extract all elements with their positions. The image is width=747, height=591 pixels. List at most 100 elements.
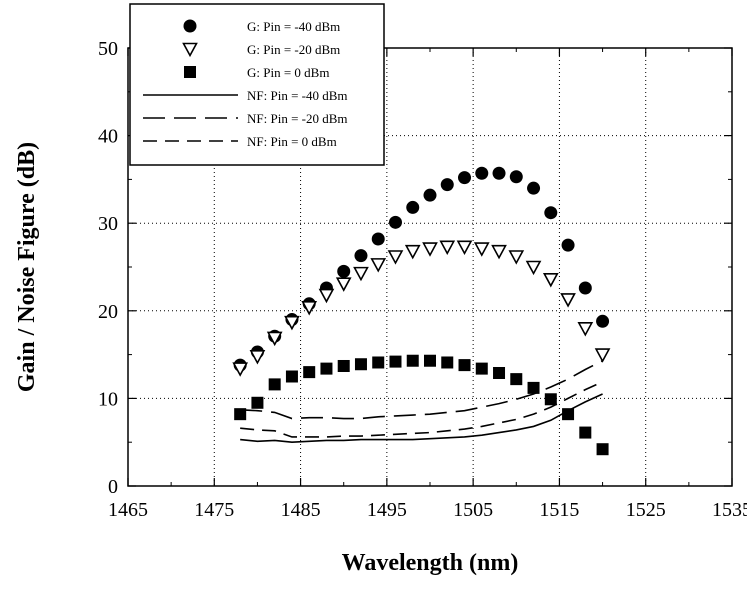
x-tick-label: 1515 [539, 499, 579, 521]
data-point [371, 232, 385, 246]
data-point [560, 293, 576, 308]
data-point [475, 166, 489, 180]
y-axis-title: Gain / Noise Figure (dB) [14, 142, 40, 392]
data-point [544, 393, 557, 406]
data-point [387, 250, 404, 265]
legend-label: G: Pin = -40 dBm [247, 19, 340, 34]
legend-item: NF: Pin = -40 dBm [143, 88, 348, 103]
data-point [320, 362, 333, 375]
x-tick-label: 1505 [453, 499, 493, 521]
x-axis-title: Wavelength (nm) [342, 550, 519, 576]
data-point [406, 354, 419, 367]
data-point [508, 250, 525, 265]
y-tick-label: 0 [108, 476, 118, 498]
y-tick-label: 50 [98, 38, 118, 60]
y-tick-label: 30 [98, 213, 118, 235]
data-point [249, 350, 266, 365]
legend-label: NF: Pin = -40 dBm [247, 88, 348, 103]
ticks: 1465 1475 1485 1495 1505 1515 1525 1535 0 10 20 30 4… [98, 38, 747, 521]
data-point [372, 356, 385, 369]
data-point [596, 443, 609, 456]
data-point [594, 348, 611, 363]
data-point [388, 215, 402, 229]
data-point [268, 378, 281, 391]
data-point [577, 322, 594, 337]
data-point [318, 288, 335, 304]
series-4 [240, 393, 603, 444]
data-point [527, 181, 541, 195]
data-point [596, 314, 610, 328]
data-point [525, 260, 542, 276]
data-point [458, 171, 472, 185]
data-point [337, 264, 351, 278]
series-line [240, 360, 603, 420]
legend-item: G: Pin = 0 dBm [184, 65, 329, 80]
series-layer [232, 166, 611, 456]
legend-item: G: Pin = -40 dBm [183, 19, 340, 34]
legend-label: G: Pin = -20 dBm [247, 42, 340, 57]
data-point [441, 356, 454, 369]
series-2 [232, 240, 611, 377]
series-6 [240, 381, 603, 438]
y-tick-label: 10 [98, 388, 118, 410]
data-point [232, 362, 249, 377]
legend-item: NF: Pin = -20 dBm [143, 111, 348, 126]
data-point [493, 366, 506, 379]
data-point [578, 281, 592, 295]
legend-box [129, 3, 385, 166]
data-point [354, 358, 367, 371]
legend-item: G: Pin = -20 dBm [182, 42, 340, 58]
data-point [285, 370, 298, 383]
data-point [335, 277, 352, 292]
data-point [301, 300, 318, 316]
data-point [404, 244, 421, 260]
data-point [473, 242, 490, 257]
series-line [240, 381, 603, 438]
legend-marker-swatch [182, 42, 198, 58]
data-point [439, 240, 456, 256]
data-point [389, 355, 402, 368]
data-point [544, 206, 558, 220]
data-point [562, 408, 575, 421]
data-point [354, 249, 368, 263]
x-tick-label: 1535 [712, 499, 747, 521]
data-point [370, 258, 387, 273]
legend-marker-swatch [183, 19, 197, 33]
x-tick-label: 1495 [367, 499, 407, 521]
data-point [234, 408, 247, 421]
x-tick-label: 1525 [626, 499, 666, 521]
data-point [561, 238, 575, 252]
y-tick-label: 40 [98, 126, 118, 148]
data-point [284, 315, 300, 331]
legend-label: NF: Pin = 0 dBm [247, 134, 337, 149]
data-point [423, 188, 437, 202]
series-1 [233, 166, 610, 372]
legend-item: NF: Pin = 0 dBm [143, 134, 337, 149]
x-tick-label: 1475 [194, 499, 234, 521]
data-point [492, 166, 506, 180]
data-point [527, 381, 540, 394]
data-point [337, 359, 350, 372]
series-3 [234, 354, 609, 456]
data-point [424, 354, 436, 367]
data-point [579, 426, 592, 439]
data-point [440, 178, 454, 192]
data-point [353, 266, 369, 282]
data-point [509, 170, 523, 184]
data-point [266, 331, 283, 347]
series-line [240, 393, 603, 444]
legend: G: Pin = -40 dBm G: Pin = -20 dBm G: Pin =… [129, 3, 385, 166]
x-tick-label: 1485 [281, 499, 321, 521]
data-point [475, 362, 488, 375]
data-point [542, 272, 559, 288]
legend-label: NF: Pin = -20 dBm [247, 111, 348, 126]
data-point [458, 359, 471, 372]
y-tick-label: 20 [98, 301, 118, 323]
data-point [456, 240, 473, 256]
data-point [491, 244, 507, 260]
data-point [510, 373, 523, 386]
legend-label: G: Pin = 0 dBm [247, 65, 329, 80]
data-point [303, 366, 316, 379]
